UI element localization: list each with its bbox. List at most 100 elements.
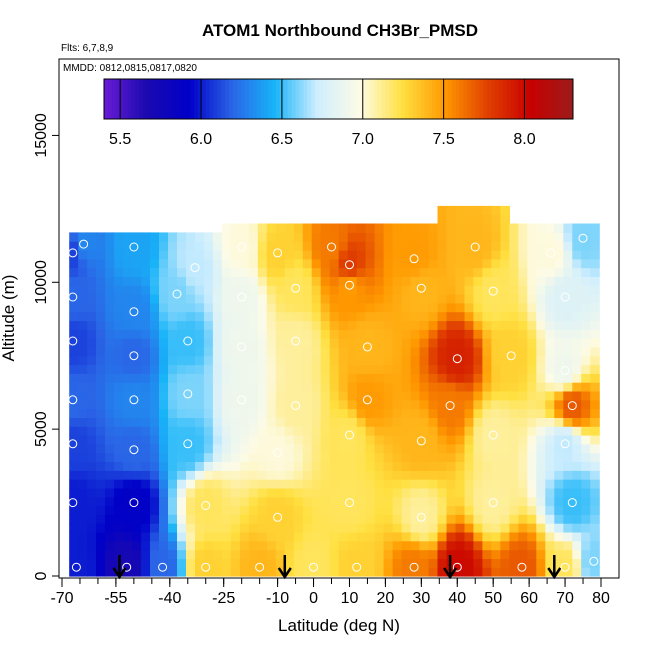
heatmap-cell: [563, 267, 573, 277]
heatmap-cell: [168, 443, 178, 454]
heatmap-cell: [221, 496, 232, 507]
heatmap-cell: [536, 452, 546, 462]
heatmap-cell: [464, 514, 475, 524]
heatmap-cell: [105, 461, 115, 471]
heatmap-cell: [248, 549, 259, 559]
heatmap-cell: [338, 461, 349, 471]
heatmap-cell: [356, 496, 367, 507]
heatmap-cell: [78, 452, 88, 462]
heatmap-cell: [536, 232, 546, 242]
heatmap-cell: [473, 408, 483, 418]
heatmap-cell: [159, 338, 169, 348]
heatmap-cell: [293, 329, 304, 339]
observation-point: [129, 445, 139, 455]
heatmap-cell: [195, 302, 205, 313]
heatmap-cell: [284, 267, 295, 277]
heatmap-cell: [275, 391, 286, 401]
heatmap-cell: [572, 479, 582, 489]
heatmap-cell: [464, 470, 475, 480]
heatmap-cell: [338, 496, 349, 507]
heatmap-cell: [590, 223, 600, 233]
heatmap-cell: [563, 523, 573, 533]
heatmap-cell: [96, 346, 106, 357]
heatmap-cell: [518, 505, 528, 515]
heatmap-cell: [365, 540, 376, 551]
x-tick-label: -10: [266, 590, 289, 607]
heatmap-cell: [590, 461, 600, 471]
heatmap-cell: [455, 302, 466, 313]
heatmap-cell: [347, 329, 358, 339]
heatmap-cell: [545, 364, 555, 374]
colorbar-swatch: [451, 79, 457, 119]
heatmap-cell: [132, 531, 142, 542]
heatmap-cell: [518, 540, 528, 551]
heatmap-cell: [581, 426, 591, 436]
heatmap-cell: [527, 258, 537, 269]
heatmap-cell: [293, 258, 304, 269]
heatmap-cell: [491, 514, 501, 524]
heatmap-cell: [150, 408, 160, 418]
heatmap-cell: [581, 258, 591, 269]
heatmap-cell: [491, 408, 501, 418]
heatmap-cell: [230, 241, 241, 251]
heatmap-cell: [302, 531, 313, 542]
heatmap-cell: [563, 373, 573, 383]
heatmap-cell: [518, 549, 528, 559]
heatmap-cell: [141, 258, 151, 269]
heatmap-cell: [392, 302, 403, 313]
heatmap-cell: [195, 258, 205, 269]
heatmap-cell: [374, 267, 385, 277]
heatmap-cell: [212, 540, 223, 551]
heatmap-cell: [581, 373, 591, 383]
heatmap-cell: [338, 285, 349, 295]
heatmap-cell: [141, 443, 151, 454]
heatmap-cell: [419, 311, 430, 322]
heatmap-cell: [168, 285, 178, 295]
heatmap-cell: [347, 355, 358, 366]
heatmap-cell: [257, 373, 268, 383]
heatmap-cell: [509, 417, 519, 427]
heatmap-cell: [257, 302, 268, 313]
heatmap-cell: [203, 540, 214, 551]
heatmap-cell: [410, 338, 421, 348]
heatmap-cell: [266, 232, 277, 242]
heatmap-cell: [365, 549, 376, 559]
heatmap-cell: [536, 558, 546, 568]
heatmap-cell: [383, 250, 394, 260]
heatmap-cell: [248, 329, 259, 339]
heatmap-cell: [419, 514, 430, 524]
heatmap-cell: [509, 505, 519, 515]
heatmap-cell: [509, 399, 519, 410]
heatmap-cell: [284, 382, 295, 392]
heatmap-cell: [168, 549, 178, 559]
heatmap-cell: [150, 329, 160, 339]
colorbar-swatch: [471, 79, 476, 119]
heatmap-cell: [114, 346, 124, 357]
heatmap-cell: [482, 487, 492, 498]
heatmap-cell: [410, 355, 421, 366]
heatmap-cell: [320, 505, 331, 515]
y-tick-label: 5000: [33, 411, 50, 447]
heatmap-cell: [329, 223, 340, 233]
heatmap-cell: [581, 232, 591, 242]
heatmap-cell: [248, 250, 259, 260]
heatmap-cell: [311, 364, 322, 374]
heatmap-cell: [383, 355, 394, 366]
heatmap-cell: [132, 558, 142, 568]
heatmap-cell: [248, 452, 259, 462]
heatmap-cell: [437, 479, 448, 489]
heatmap-cell: [78, 311, 88, 322]
heatmap-cell: [500, 549, 510, 559]
heatmap-cell: [78, 338, 88, 348]
heatmap-cell: [293, 302, 304, 313]
heatmap-cell: [383, 505, 394, 515]
heatmap-cell: [123, 382, 133, 392]
heatmap-cell: [455, 540, 466, 551]
heatmap-cell: [338, 479, 349, 489]
heatmap-cell: [464, 523, 475, 533]
heatmap-cell: [114, 320, 124, 330]
heatmap-cell: [114, 267, 124, 277]
heatmap-cell: [527, 523, 537, 533]
heatmap-cell: [509, 470, 519, 480]
heatmap-cell: [527, 250, 537, 260]
